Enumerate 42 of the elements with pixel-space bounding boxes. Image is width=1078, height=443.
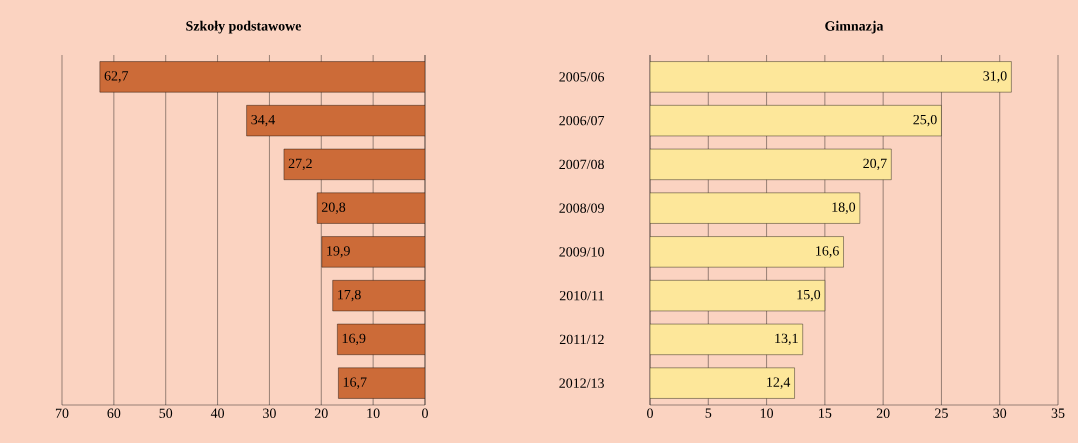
data-label: 12,4 [767, 377, 791, 389]
data-label: 31,0 [983, 71, 1007, 83]
data-label: 20,8 [321, 202, 346, 214]
x-tick-label: 20 [314, 408, 328, 418]
data-label: 25,0 [913, 114, 937, 127]
data-label: 17,8 [338, 289, 361, 302]
data-label: 16,6 [816, 246, 839, 258]
data-label: 62,7 [104, 71, 129, 83]
data-label: 15,0 [797, 289, 821, 302]
y-tick-label: 2005/06 [559, 72, 605, 82]
data-label: 13,1 [775, 333, 798, 346]
x-tick-label: 25 [935, 408, 948, 418]
y-tick-label: 2007/08 [559, 159, 604, 170]
data-label: 19,9 [327, 246, 350, 258]
x-tick-label: 70 [55, 408, 69, 418]
x-tick-label: 30 [263, 408, 276, 418]
x-tick-label: 35 [1051, 408, 1065, 418]
x-tick-label: 15 [819, 408, 832, 418]
y-tick-label: 2008/09 [559, 203, 604, 213]
x-tick-label: 50 [159, 408, 173, 418]
data-label: 27,2 [288, 158, 312, 171]
x-tick-label: 10 [760, 408, 774, 418]
data-label: 20,7 [863, 158, 887, 171]
x-tick-label: 10 [367, 408, 380, 418]
x-tick-label: 0 [422, 408, 428, 418]
y-tick-label: 2010/11 [559, 290, 604, 301]
chart-title: Gimnazja [825, 20, 884, 34]
x-tick-label: 0 [647, 408, 653, 418]
x-tick-label: 20 [876, 408, 890, 418]
y-tick-label: 2011/12 [559, 334, 604, 345]
y-tick-label: 2009/10 [559, 247, 604, 257]
data-label: 18,0 [832, 202, 856, 214]
data-label: 34,4 [251, 114, 276, 127]
x-tick-label: 5 [705, 408, 712, 418]
x-tick-label: 40 [210, 408, 224, 418]
data-label: 16,7 [343, 377, 367, 389]
y-tick-label: 2006/07 [559, 115, 605, 126]
chart-title: Szkoły podstawowe [186, 20, 302, 34]
y-tick-label: 2012/13 [559, 378, 604, 388]
x-tick-label: 30 [993, 408, 1007, 418]
data-label: 16,9 [342, 333, 366, 346]
x-tick-label: 60 [107, 408, 121, 418]
